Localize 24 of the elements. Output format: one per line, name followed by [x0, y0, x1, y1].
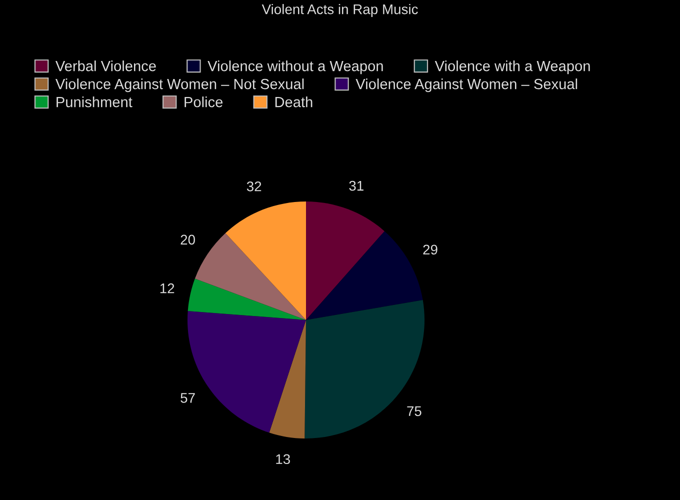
data-label: 12 [160, 283, 174, 294]
data-label: 31 [349, 180, 364, 191]
pie-slice [225, 201, 306, 320]
data-label: 20 [180, 234, 195, 245]
legend-label: Violence without a Weapon [208, 60, 383, 74]
data-label: 57 [180, 393, 195, 403]
legend-label: Violence with a Weapon [434, 60, 590, 74]
chart-title: Violent Acts in Rap Music [262, 4, 418, 17]
legend-label: Death [275, 96, 312, 108]
data-label: 32 [246, 181, 262, 192]
pie-slice [306, 201, 385, 320]
data-label: 29 [423, 244, 438, 255]
legend-label: Punishment [56, 96, 132, 108]
legend-label: Violence Against Women – Sexual [356, 78, 578, 92]
pie-slice [188, 278, 306, 320]
legend-label: Violence Against Women – Not Sexual [55, 78, 304, 92]
data-label: 13 [276, 454, 290, 464]
pie-slice [194, 233, 306, 320]
data-label: 75 [407, 406, 422, 416]
legend-label: Verbal Violence [55, 60, 156, 72]
legend-label: Police [184, 96, 223, 108]
pie-slice [269, 320, 306, 439]
pie-slice [304, 300, 425, 439]
pie-slice [306, 231, 423, 320]
